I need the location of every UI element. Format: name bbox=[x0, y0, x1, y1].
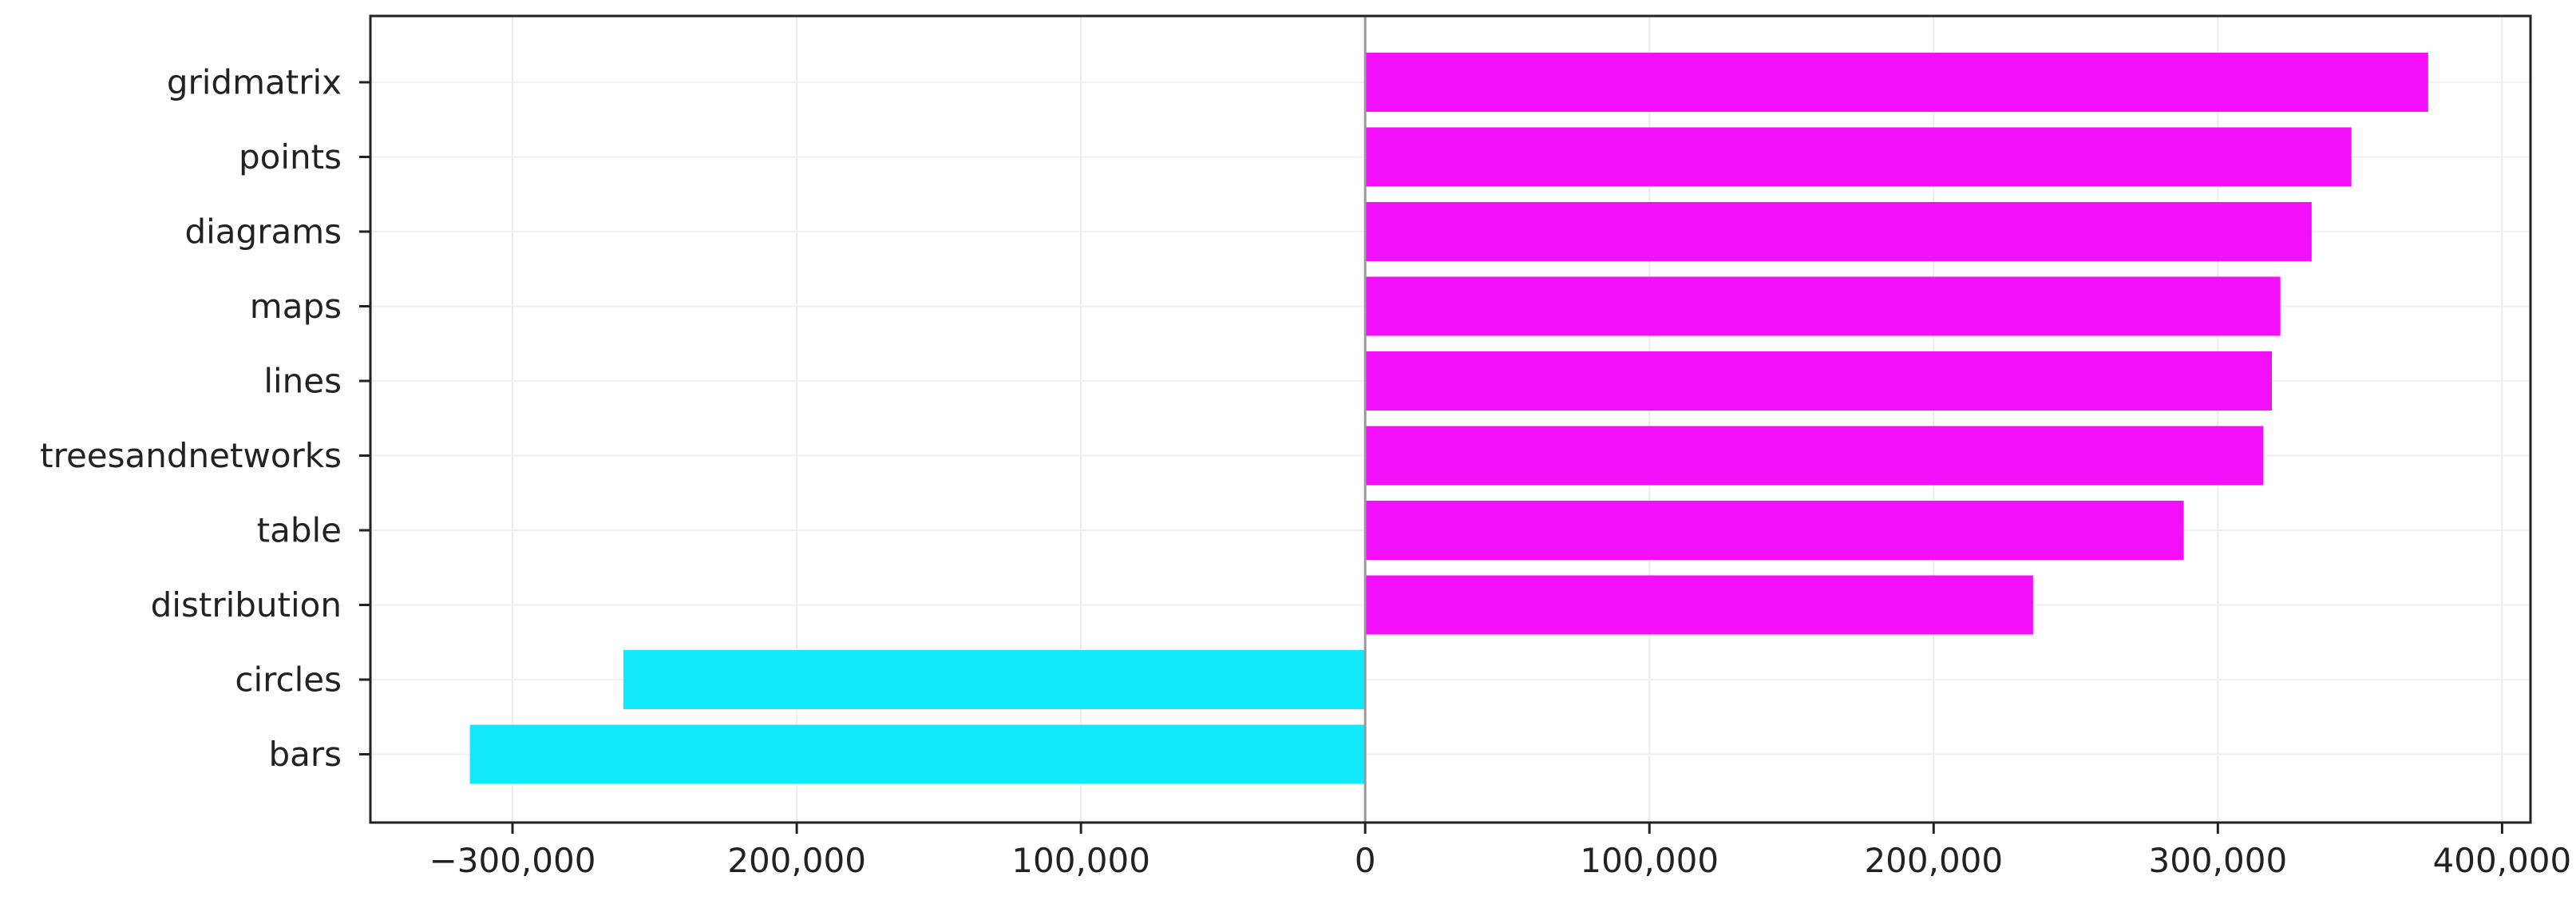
bar-gridmatrix bbox=[1365, 53, 2428, 112]
bars-group bbox=[469, 53, 2428, 784]
y-tick-label-gridmatrix: gridmatrix bbox=[167, 63, 342, 102]
y-tick-label-maps: maps bbox=[250, 287, 342, 326]
x-tick-label: −300,000 bbox=[429, 841, 596, 880]
bar-circles bbox=[623, 650, 1366, 709]
x-axis-ticks: −300,000 200,000 100,000 0 100,000 200,000 300… bbox=[429, 823, 2572, 880]
x-tick-label: 200,000 bbox=[727, 841, 866, 880]
bar-points bbox=[1365, 127, 2352, 187]
y-tick-label-lines: lines bbox=[263, 362, 342, 401]
bar-bars bbox=[469, 724, 1366, 784]
y-tick-label-distribution: distribution bbox=[151, 585, 342, 625]
bar-diagrams bbox=[1365, 202, 2312, 261]
x-tick-label: 0 bbox=[1355, 841, 1376, 880]
plot-frame bbox=[369, 14, 2532, 824]
y-axis-ticks: gridmatrix points diagrams maps lines treesan… bbox=[40, 63, 370, 774]
x-tick-label: 300,000 bbox=[2148, 841, 2287, 880]
y-tick-label-bars: bars bbox=[268, 735, 342, 774]
x-tick-label: 100,000 bbox=[1580, 841, 1719, 880]
bar-lines bbox=[1365, 351, 2272, 410]
y-tick-label-circles: circles bbox=[235, 660, 342, 700]
y-tick-label-treesandnetworks: treesandnetworks bbox=[40, 436, 342, 475]
y-tick-label-table: table bbox=[257, 511, 342, 550]
bar-distribution bbox=[1365, 575, 2033, 635]
x-tick-label: 100,000 bbox=[1011, 841, 1150, 880]
bar-treesandnetworks bbox=[1365, 426, 2264, 486]
y-tick-label-diagrams: diagrams bbox=[184, 212, 342, 252]
x-tick-label: 200,000 bbox=[1864, 841, 2003, 880]
bar-maps bbox=[1365, 276, 2281, 336]
y-tick-label-points: points bbox=[239, 137, 342, 176]
x-tick-label: 400,000 bbox=[2433, 841, 2572, 880]
bar-table bbox=[1365, 501, 2184, 560]
